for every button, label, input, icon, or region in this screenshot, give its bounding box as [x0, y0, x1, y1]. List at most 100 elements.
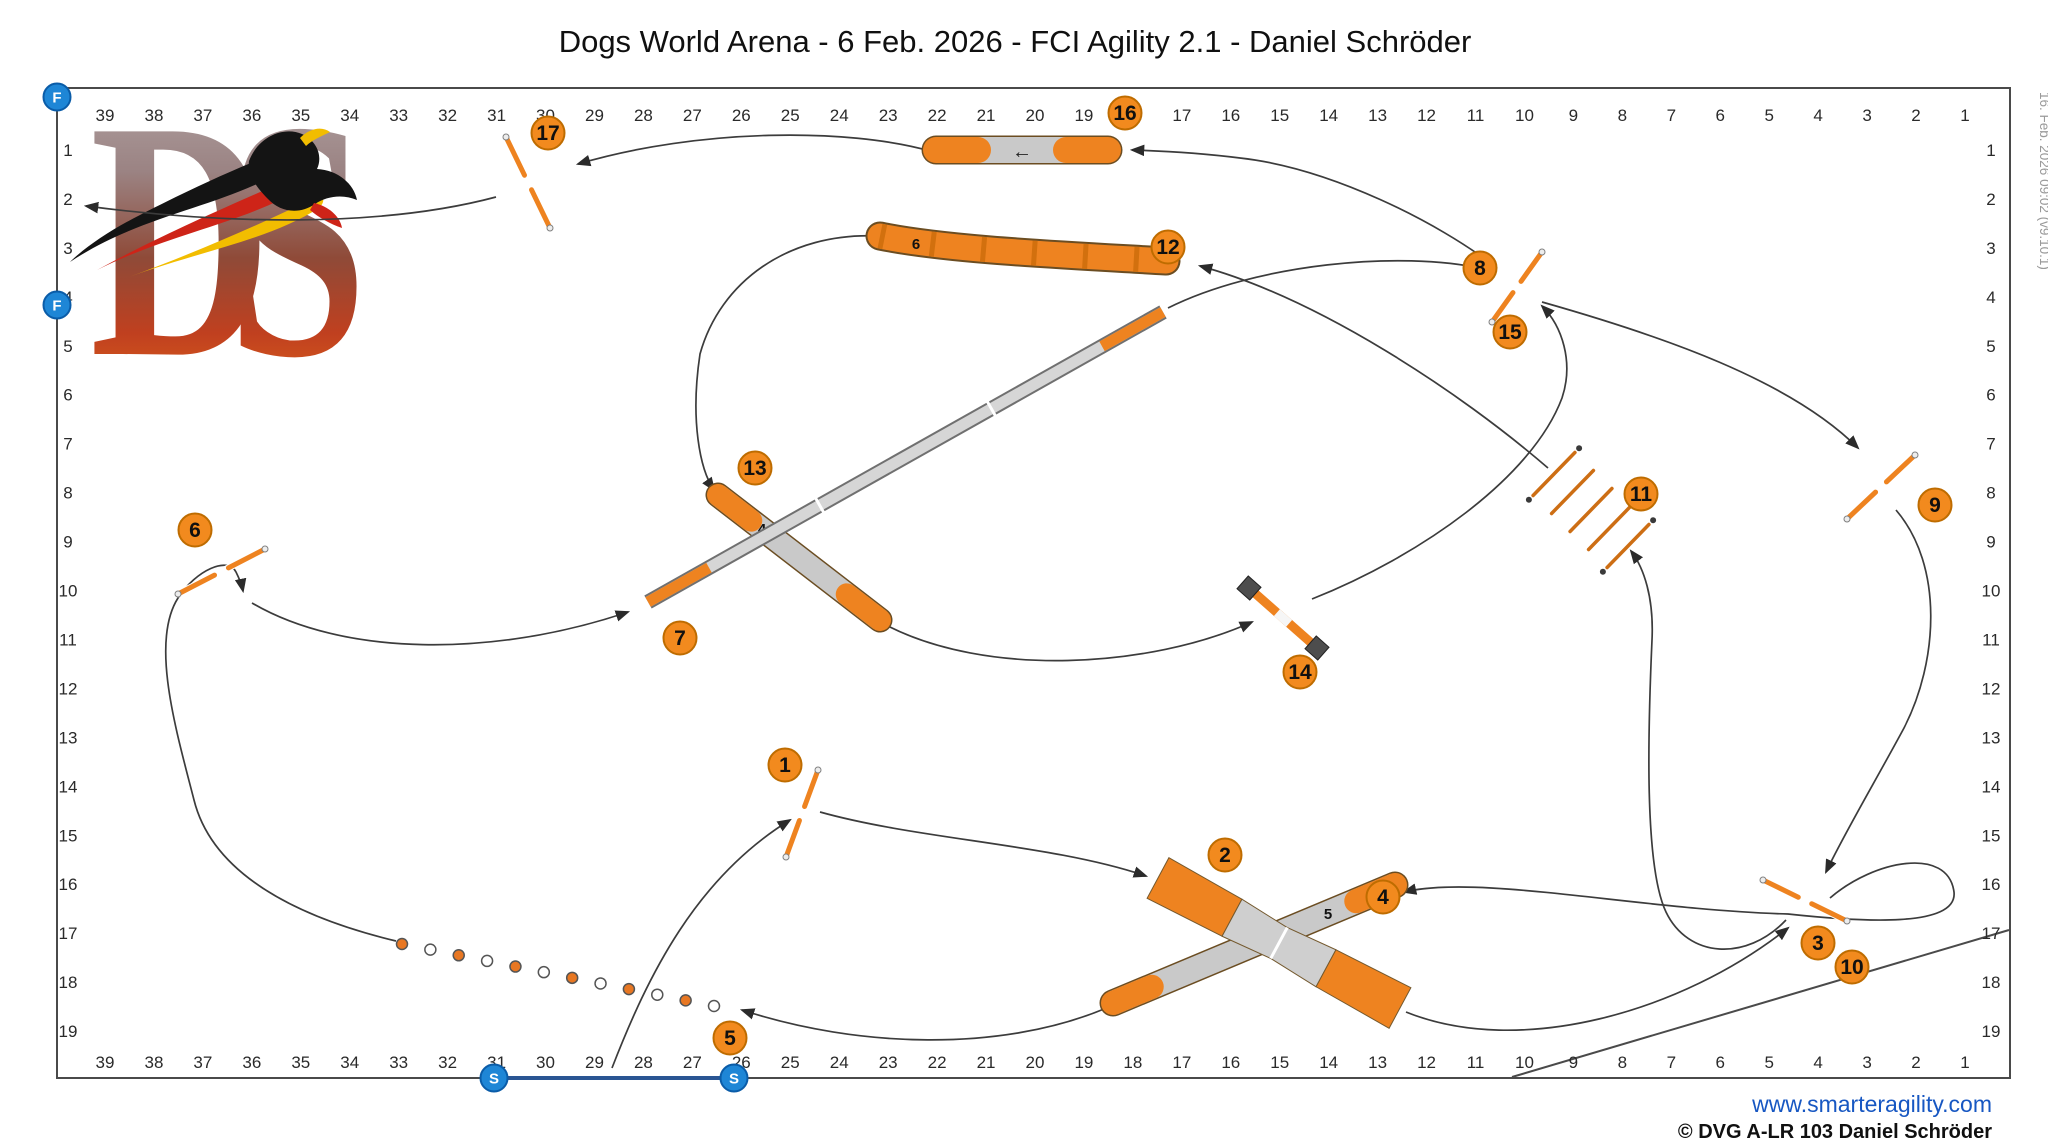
grid-label-top: 7: [1667, 106, 1676, 125]
course-number-9: 9: [1917, 487, 1953, 523]
long-jump-11: [1525, 445, 1657, 575]
course-number-label: 14: [1288, 661, 1312, 684]
grid-label-bottom: 39: [96, 1053, 115, 1072]
weave-pole: [480, 954, 494, 968]
course-number-label: 2: [1219, 844, 1231, 867]
dog-ear-yellow-accent: [300, 128, 330, 146]
grid-label-right: 16: [1982, 875, 2001, 894]
ring-corner-cut: [1511, 929, 2010, 1078]
grid-label-top: 23: [879, 106, 898, 125]
grid-label-right: 9: [1986, 533, 1995, 552]
grid-label-right: 1: [1986, 141, 1995, 160]
course-path-segment: [1197, 263, 1549, 469]
long-jump-corner-pole: [1599, 568, 1606, 575]
grid-label-right: 18: [1982, 973, 2001, 992]
course-number-label: 16: [1113, 102, 1136, 125]
tunnel-entrance: [1101, 974, 1164, 1015]
grid-label-top: 37: [193, 106, 212, 125]
course-number-circle: [530, 115, 566, 151]
long-jump-corner-pole: [1650, 517, 1657, 524]
dog-mane-red: [97, 169, 315, 270]
copyright: © DVG A-LR 103 Daniel Schröder: [1678, 1121, 1992, 1143]
course-number-label: 7: [674, 627, 686, 650]
ds-logo: DS: [70, 50, 401, 428]
grid-label-top: 29: [585, 106, 604, 125]
grid-label-top: 16: [1221, 106, 1240, 125]
weave-pole: [395, 937, 409, 951]
grid-label-bottom: 18: [1123, 1053, 1142, 1072]
grid-label-top: 26: [732, 106, 751, 125]
grid-label-top: 20: [1026, 106, 1045, 125]
jump-wing-knob: [546, 224, 554, 232]
dog-head: [248, 131, 357, 211]
course-path-segment: [1311, 304, 1568, 600]
course-path-segment: [1405, 926, 1790, 1032]
timestamp-note: 16. Feb. 2026 09:02 (v9.10.1): [2037, 92, 2048, 270]
grid-label-top: 31: [487, 106, 506, 125]
grid-label-top: 2: [1911, 106, 1920, 125]
long-jump-bar: [1568, 486, 1614, 534]
grid-label-right: 13: [1982, 728, 2001, 747]
grid-label-top: 9: [1569, 106, 1578, 125]
course-number-label: 17: [536, 122, 559, 145]
tunnel-body: [867, 223, 1179, 274]
course-number-circle: [1207, 837, 1243, 873]
grid-label-left: 7: [63, 435, 72, 454]
jump-wing-knob: [502, 133, 510, 141]
grid-label-top: 17: [1172, 106, 1191, 125]
grid-label-left: 3: [63, 239, 72, 258]
jump-pole: [802, 767, 821, 810]
tunnel-13: 4: [705, 482, 893, 633]
wall-tower: [1236, 575, 1262, 601]
grid-label-top: 14: [1319, 106, 1338, 125]
grid-label-left: 12: [59, 679, 78, 698]
course-path-segment: [251, 602, 631, 646]
jump-wing-knob: [782, 853, 790, 861]
grid-label-bottom: 14: [1319, 1053, 1338, 1072]
tunnel-entrance: [707, 484, 763, 532]
course-number-circle: [1917, 487, 1953, 523]
course-number-circle: [1834, 949, 1870, 985]
jump-6: [174, 545, 269, 598]
grid-label-bottom: 20: [1026, 1053, 1045, 1072]
website-link[interactable]: www.smarteragility.com: [1751, 1091, 1992, 1117]
course-number-circle: [1282, 654, 1318, 690]
grid-label-top: 22: [928, 106, 947, 125]
weave-pole: [651, 988, 664, 1001]
course-number-3: 3: [1800, 925, 1836, 961]
grid-label-right: 10: [1982, 582, 2001, 601]
grid-label-top: 3: [1862, 106, 1871, 125]
course-number-label: 12: [1156, 236, 1179, 259]
course-path-segment: [819, 811, 1149, 878]
grid-label-left: 19: [59, 1022, 78, 1041]
course-number-label: 5: [724, 1027, 736, 1050]
grid-label-top: 25: [781, 106, 800, 125]
course-number-circle: [1462, 250, 1498, 286]
grid-label-left: 5: [63, 337, 72, 356]
course-number-circle: [1150, 229, 1186, 265]
grid-label-top: 27: [683, 106, 702, 125]
finish-marker: [42, 290, 72, 320]
grid-label-bottom: 25: [781, 1053, 800, 1072]
start-marker-label: S: [729, 1071, 739, 1088]
grid-label-top: 15: [1270, 106, 1289, 125]
course-path-segment: [83, 196, 497, 221]
grid-label-left: 10: [59, 582, 78, 601]
grid-label-right: 2: [1986, 190, 1995, 209]
weave-pole: [537, 965, 551, 979]
finish-marker-label: F: [52, 298, 61, 315]
tunnel-label: 5: [1324, 906, 1332, 923]
finish-marker: [42, 82, 72, 112]
grid-label-top: 34: [340, 106, 359, 125]
course-number-circle: [712, 1020, 748, 1056]
grid-label-top: 28: [634, 106, 653, 125]
grid-label-right: 17: [1982, 924, 2001, 943]
dogwalk-plank: [645, 307, 1166, 607]
grid-label-right: 15: [1982, 826, 2001, 845]
grid-label-top: 6: [1716, 106, 1725, 125]
grid-label-left: 14: [59, 777, 78, 796]
grid-label-top: 10: [1515, 106, 1534, 125]
grid-label-right: 12: [1982, 679, 2001, 698]
jump-wing-knob: [261, 545, 269, 553]
